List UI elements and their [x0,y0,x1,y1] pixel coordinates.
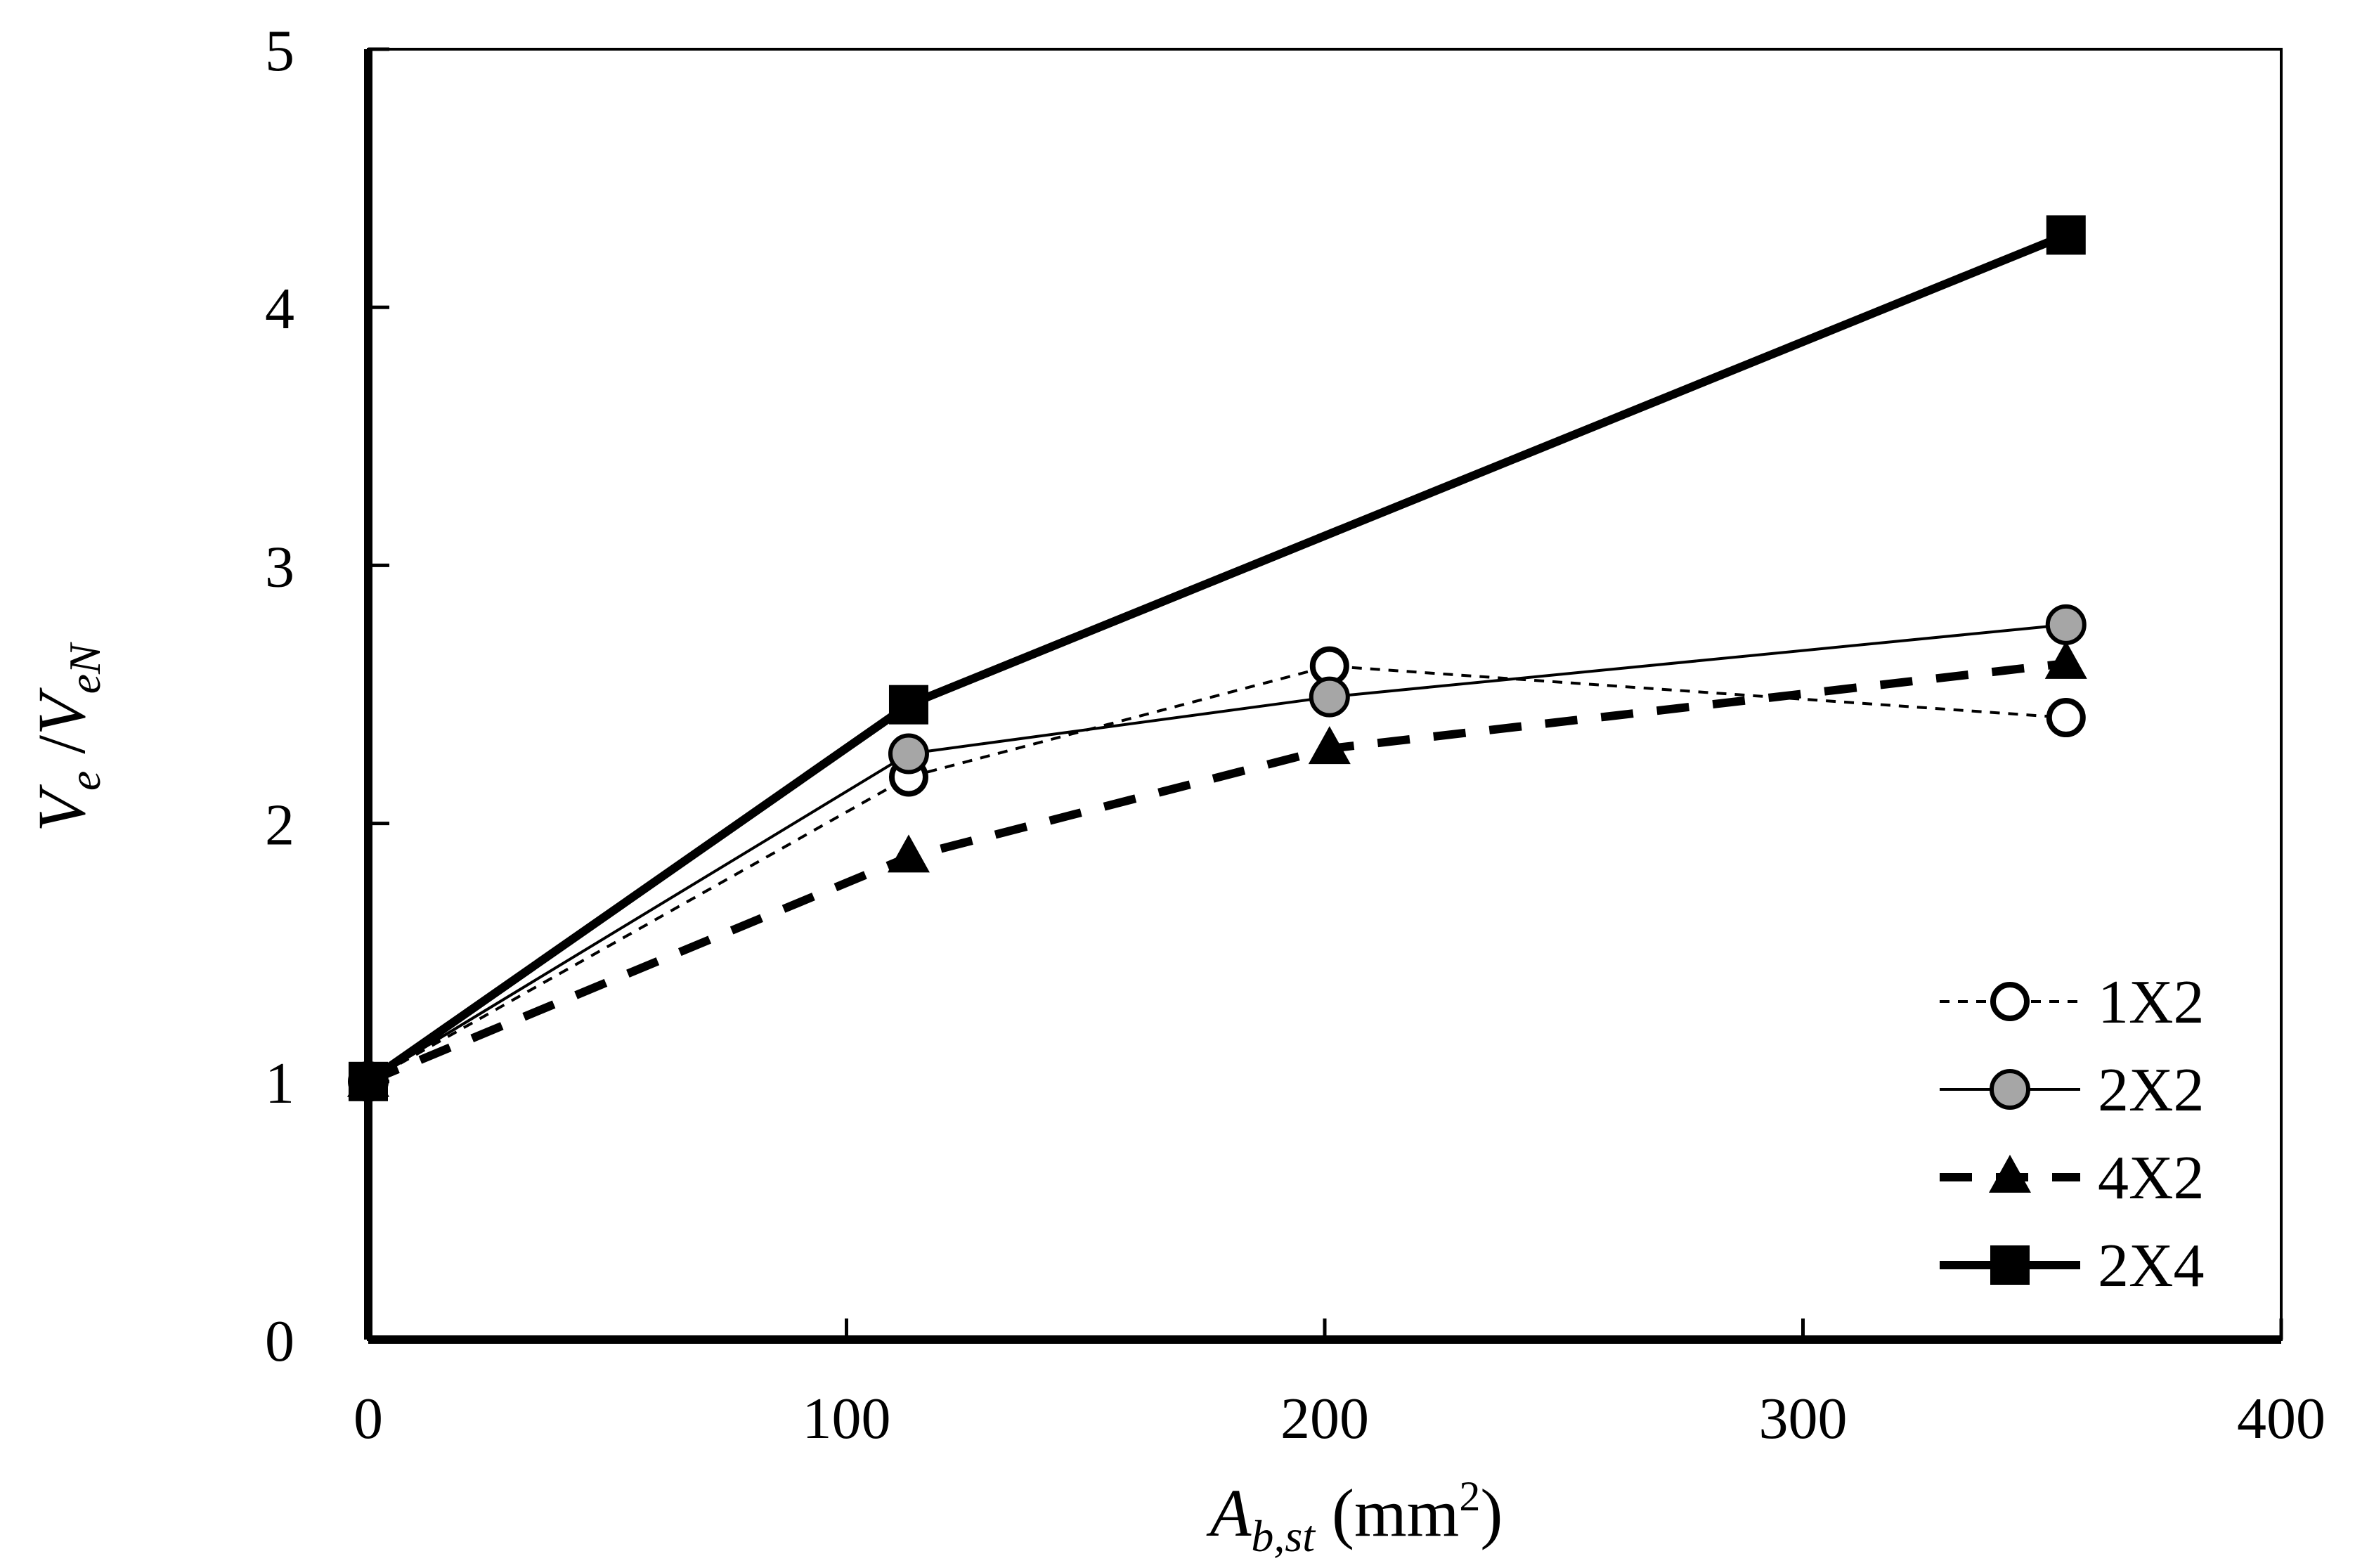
legend-marker [1989,1155,2031,1193]
x-axis-title: Ab,st (mm2) [1206,1473,1503,1561]
series-2X4 [349,215,2086,1101]
series-2X2 [348,604,2087,1102]
y-axis-ticks: 0 1 2 3 4 5 [265,18,389,1374]
x-axis-title-unit: (mm [1315,1475,1459,1550]
y-tick-label: 3 [265,534,294,600]
series-layer [347,215,2087,1102]
series-line-1X2 [368,664,2066,1083]
data-point-2X2 [888,733,929,775]
legend: 1X2 2X2 4X2 2X4 [1940,968,2205,1300]
y-tick-label: 2 [265,793,294,858]
x-tick-label: 200 [1280,1386,1369,1451]
y-axis-title: Ve /VeN [24,642,110,832]
legend-label: 1X2 [2098,968,2205,1037]
legend-label: 4X2 [2098,1144,2205,1212]
data-point-2X2 [1309,676,1350,718]
legend-item-2X4: 2X4 [1940,1232,2205,1300]
series-4X2 [347,640,2087,1097]
series-line-4X2 [366,659,2067,1086]
x-tick-label: 100 [803,1386,891,1451]
data-point-2X2 [2045,604,2087,645]
y-tick-label: 1 [265,1051,294,1116]
x-tick-label: 0 [353,1386,383,1451]
legend-marker [1990,982,2030,1021]
legend-item-4X2: 4X2 [1940,1144,2205,1212]
series-line-2X2 [367,623,2066,1083]
y-tick-label: 4 [265,276,294,342]
data-point-2X4 [888,685,928,725]
data-point-1X2 [2046,698,2086,738]
y-tick-label: 5 [265,18,294,84]
x-axis-title-main: A [1206,1475,1252,1550]
x-axis-ticks: 0 100 200 300 400 [353,1318,2325,1451]
data-point-2X4 [2046,215,2086,255]
y-tick-label: 0 [265,1309,294,1374]
x-axis-title-unit-sup: 2 [1459,1473,1480,1520]
data-point-4X2 [1308,726,1351,765]
data-point-2X4 [349,1061,388,1101]
data-point-4X2 [2044,640,2087,679]
x-axis-title-unit-close: ) [1480,1475,1503,1550]
legend-marker [1990,1245,2030,1285]
y-axis-title-sep: / [24,735,99,771]
legend-item-1X2: 1X2 [1940,968,2205,1037]
x-axis-title-subscript: b,st [1251,1511,1316,1561]
y-axis-title-sub2: eN [60,642,110,694]
legend-item-2X2: 2X2 [1940,1056,2205,1125]
legend-marker [1990,1069,2030,1110]
legend-label: 2X4 [2098,1232,2205,1300]
y-axis-title-v1: V [24,784,99,832]
legend-label: 2X2 [2098,1056,2205,1125]
x-tick-label: 400 [2237,1386,2325,1451]
data-point-4X2 [887,834,930,873]
y-axis-title-sub1: e [60,771,110,791]
series-line-2X4 [365,231,2068,1085]
x-tick-label: 300 [1759,1386,1848,1451]
y-axis-title-v2: V [24,687,99,735]
series-1X2 [349,646,2086,1101]
